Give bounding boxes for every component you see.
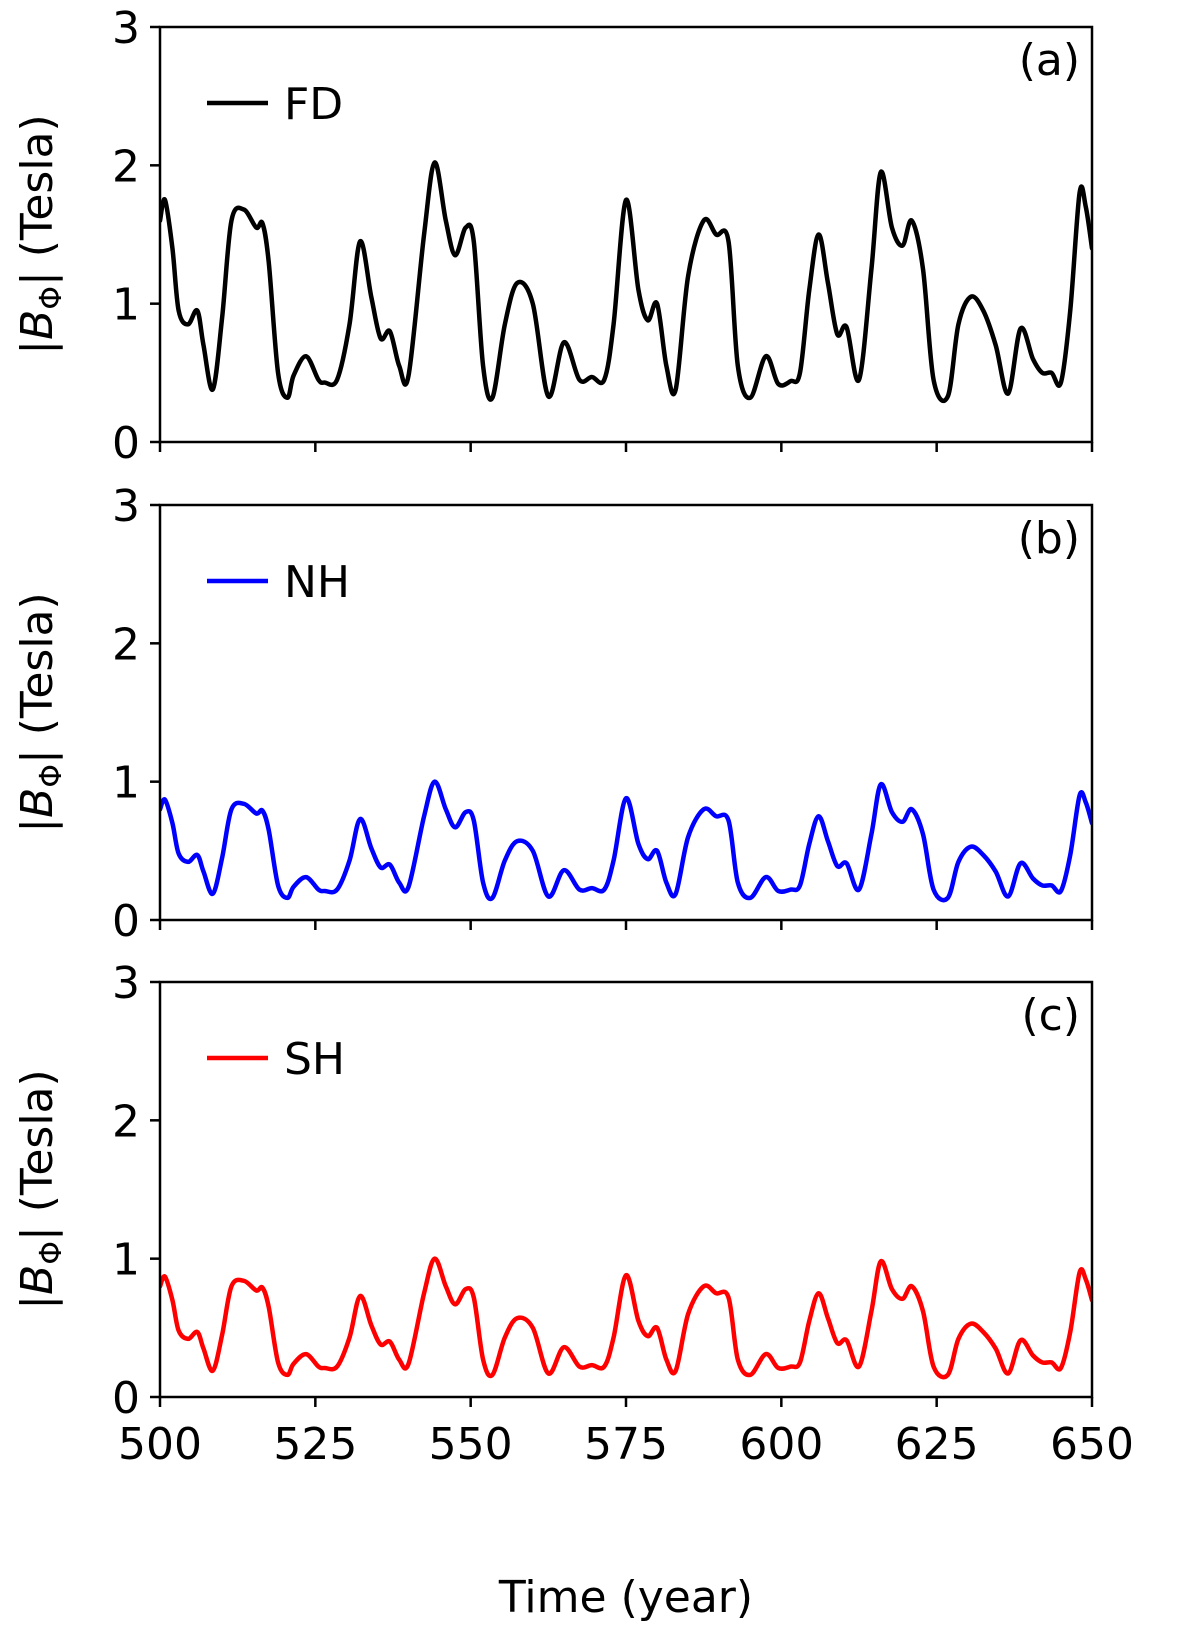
- y-axis-label: |BΦ| (Tesla): [12, 114, 69, 354]
- y-tick-label: 0: [112, 418, 140, 469]
- y-tick-label: 2: [112, 619, 140, 670]
- legend-label: SH: [284, 1034, 345, 1085]
- legend-label: NH: [284, 557, 350, 608]
- series-line-sh: [160, 1256, 1092, 1380]
- x-tick-label: 525: [273, 1419, 357, 1470]
- legend-entry-nh: NH: [207, 557, 350, 608]
- x-tick-label: 650: [1050, 1419, 1134, 1470]
- series-line-fd: [160, 160, 1092, 403]
- x-tick-label: 500: [118, 1419, 202, 1470]
- series-line-nh: [160, 779, 1092, 903]
- panel-label: (a): [1019, 35, 1080, 86]
- y-axis-label: |BΦ| (Tesla): [12, 592, 69, 832]
- y-tick-label: 3: [112, 481, 140, 532]
- y-axis-label: |BΦ| (Tesla): [12, 1069, 69, 1309]
- legend-label: FD: [284, 79, 343, 130]
- y-tick-label: 1: [112, 280, 140, 331]
- y-tick-label: 3: [112, 958, 140, 1009]
- x-tick-label: 575: [584, 1419, 668, 1470]
- y-tick-label: 2: [112, 1096, 140, 1147]
- x-tick-label: 600: [739, 1419, 823, 1470]
- y-tick-label: 0: [112, 1373, 140, 1424]
- panel-label: (b): [1018, 513, 1080, 564]
- panel-label: (c): [1021, 990, 1080, 1041]
- y-tick-label: 0: [112, 896, 140, 947]
- x-tick-label: 550: [429, 1419, 513, 1470]
- panel-1: 0 1 2 3 |BΦ| (Tesla) (a) FD: [12, 3, 1094, 469]
- x-axis-label: Time (year): [498, 1572, 753, 1623]
- y-tick-label: 2: [112, 141, 140, 192]
- y-tick-label: 1: [112, 758, 140, 809]
- legend-entry-sh: SH: [207, 1034, 345, 1085]
- panel-3: 0 1 2 3 500 525 550 575 600 625 650 Time (year) |BΦ|…: [12, 958, 1134, 1623]
- legend-entry-fd: FD: [207, 79, 343, 130]
- y-tick-label: 1: [112, 1235, 140, 1286]
- y-tick-label: 3: [112, 3, 140, 54]
- x-tick-label: 625: [895, 1419, 979, 1470]
- panel-2: 0 1 2 3 |BΦ| (Tesla) (b) NH: [12, 481, 1094, 947]
